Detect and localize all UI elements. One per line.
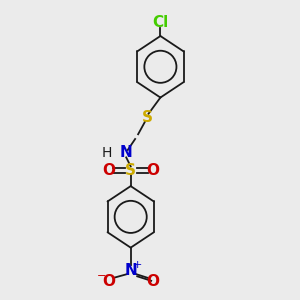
Text: O: O — [102, 163, 115, 178]
Text: Cl: Cl — [152, 15, 169, 30]
Text: +: + — [133, 260, 142, 270]
Text: N: N — [120, 146, 133, 160]
Text: H: H — [102, 146, 112, 160]
Text: N: N — [124, 263, 137, 278]
Text: O: O — [146, 163, 160, 178]
Text: −: − — [97, 271, 106, 281]
Text: O: O — [102, 274, 115, 289]
Text: S: S — [142, 110, 152, 125]
Text: O: O — [146, 274, 160, 289]
Text: S: S — [125, 163, 136, 178]
